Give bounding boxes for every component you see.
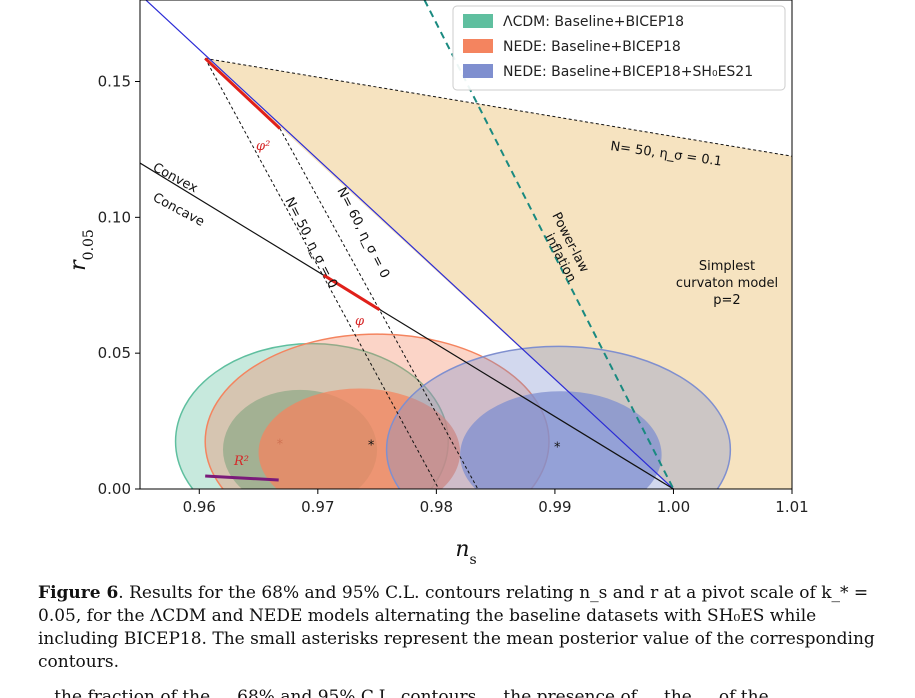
- phi-line: [140, 162, 674, 489]
- r2-segment: [205, 474, 279, 482]
- caption-label: Figure 6: [38, 583, 119, 603]
- legend-label-0: ΛCDM: Baseline+BICEP18: [503, 14, 684, 30]
- red-segment-1: [322, 273, 381, 311]
- legend-box: [452, 5, 786, 91]
- figure-panel: *** N= 50, η_σ = 0.1N= 50, η_σ = 0N= 60,…: [66, 0, 809, 568]
- label-concave: Concave: [150, 190, 207, 230]
- label-r2: R²: [233, 454, 249, 469]
- red-segment-0: [204, 57, 281, 130]
- x-tick-label: 0.97: [301, 498, 334, 516]
- legend-swatch-2: [463, 64, 493, 78]
- legend-label-2: NEDE: Baseline+BICEP18+SH₀ES21: [503, 64, 753, 80]
- x-tick-label: 1.01: [775, 498, 808, 516]
- contour-68-2: [460, 391, 662, 489]
- x-tick-label: 1.00: [657, 498, 690, 516]
- mean-marker-2: *: [554, 440, 561, 455]
- y-tick-label: 0.10: [98, 208, 131, 226]
- y-tick-label: 0.05: [98, 344, 131, 362]
- mean-marker-1: *: [368, 439, 375, 454]
- phi2-line: [144, 0, 674, 489]
- x-tick-label: 0.98: [420, 498, 453, 516]
- y-axis-label: r0.05: [66, 229, 97, 271]
- label-curvaton-2: curvaton model: [676, 276, 778, 291]
- label-curvaton-1: Simplest: [699, 259, 755, 274]
- legend-swatch-0: [463, 14, 493, 28]
- curvaton-region: [205, 58, 792, 489]
- label-phi: φ: [355, 314, 365, 329]
- y-tick-label: 0.15: [98, 73, 131, 91]
- label-phi2: φ²: [256, 139, 270, 154]
- N50-line: [204, 58, 440, 489]
- legend-label-1: NEDE: Baseline+BICEP18: [503, 39, 681, 55]
- eta-boundary: [205, 57, 792, 157]
- truncated-body-text: ...the fraction of the ... 68% and 95% C…: [38, 686, 915, 698]
- label-n50-eta0: N= 50, η_σ = 0: [281, 195, 340, 291]
- caption-text: . Results for the 68% and 95% C.L. conto…: [38, 583, 875, 672]
- y-tick-label: 0.00: [98, 480, 131, 498]
- x-tick-label: 0.96: [183, 498, 216, 516]
- cutoff-line: ...the fraction of the ... 68% and 95% C…: [38, 687, 791, 698]
- x-axis-label: ns: [455, 537, 476, 568]
- contour-68-1: [258, 388, 461, 489]
- power-law-inflation: [423, 0, 675, 489]
- figure-caption: Figure 6. Results for the 68% and 95% C.…: [38, 582, 878, 674]
- axes-frame: [139, 0, 793, 490]
- legend-swatch-1: [463, 39, 493, 53]
- x-tick-label: 0.99: [538, 498, 571, 516]
- label-curvaton-3: p=2: [713, 293, 740, 308]
- contour-plot: *** N= 50, η_σ = 0.1N= 50, η_σ = 0N= 60,…: [66, 0, 809, 568]
